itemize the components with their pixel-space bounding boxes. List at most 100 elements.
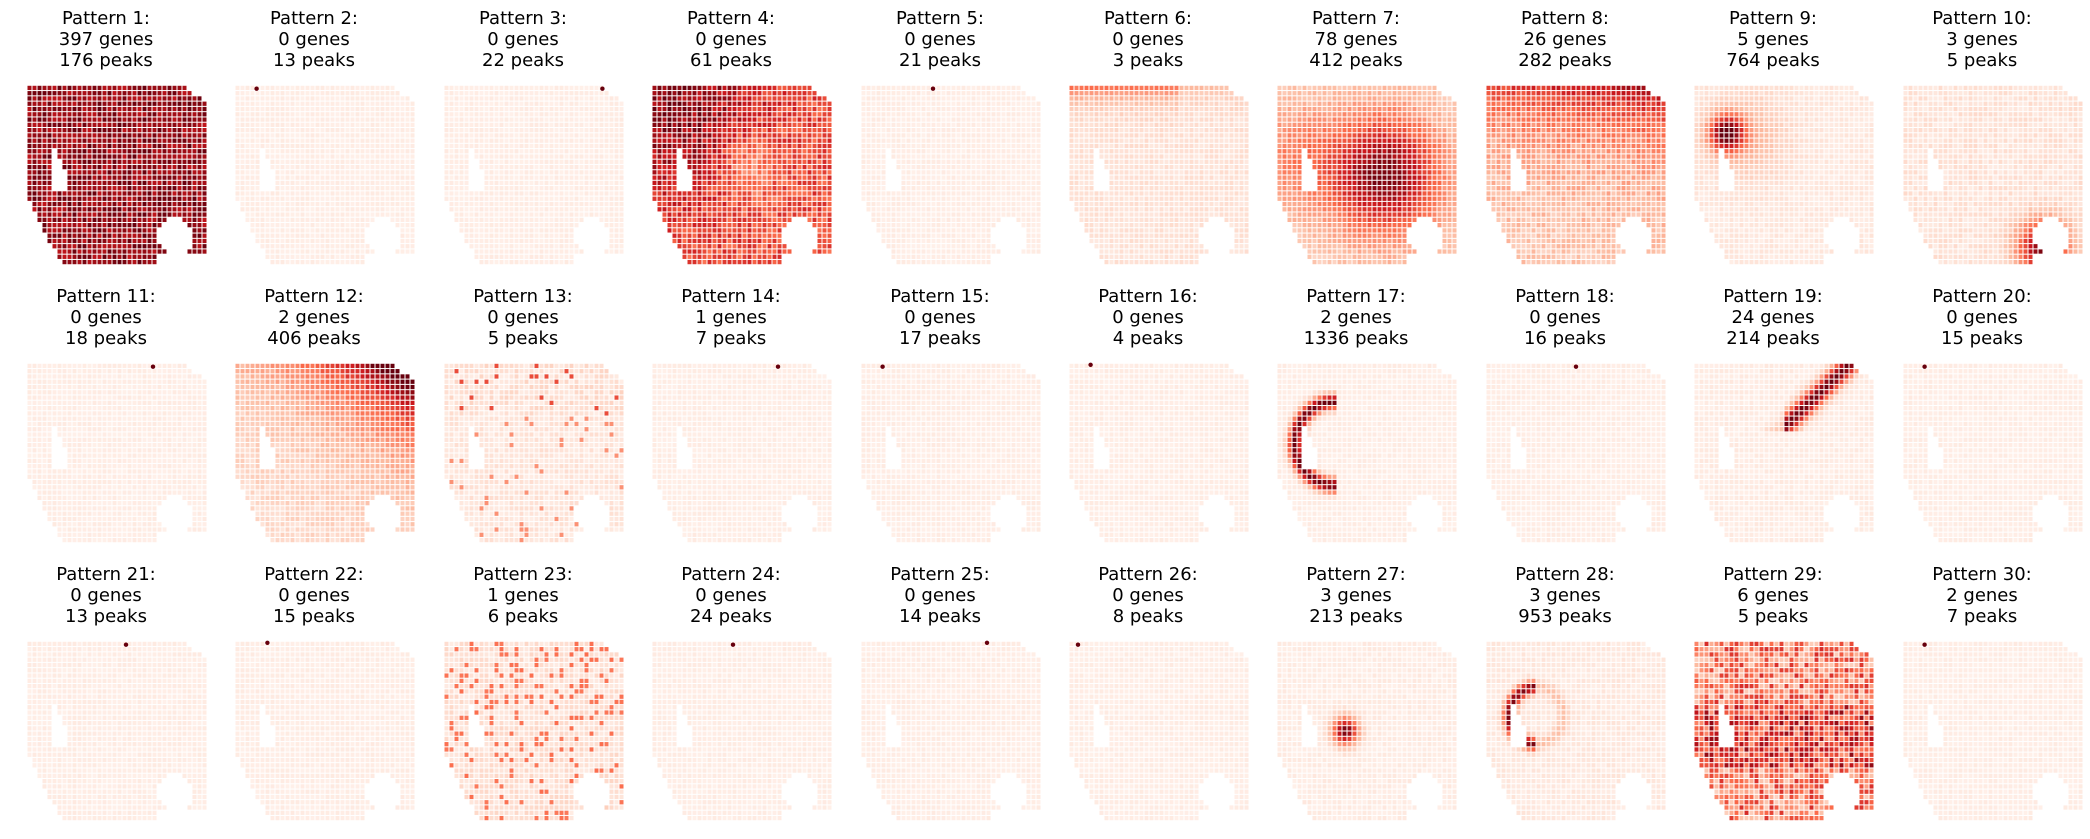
heatmap-cell xyxy=(697,217,702,222)
heatmap-cell xyxy=(132,85,137,91)
heatmap-cell xyxy=(275,217,280,222)
heatmap-cell xyxy=(449,154,454,159)
heatmap-cell xyxy=(504,212,509,217)
heatmap-cell xyxy=(1021,133,1026,138)
heatmap-cell xyxy=(235,91,240,96)
heatmap-cell xyxy=(559,96,564,101)
heatmap-cell xyxy=(757,254,762,259)
heatmap-cell xyxy=(762,122,767,127)
heatmap-cell xyxy=(62,164,67,170)
heatmap-cell xyxy=(330,191,335,196)
heatmap-cell xyxy=(594,196,599,201)
heatmap-cell xyxy=(707,223,712,228)
heatmap-cell xyxy=(330,238,335,244)
heatmap-cell xyxy=(921,164,926,170)
heatmap-cell xyxy=(667,128,672,133)
heatmap-cell xyxy=(951,91,956,96)
heatmap-cell xyxy=(137,138,142,143)
heatmap-cell xyxy=(255,154,260,159)
heatmap-cell xyxy=(265,122,270,127)
heatmap-cell xyxy=(619,196,624,201)
heatmap-cell xyxy=(47,196,52,201)
heatmap-cell xyxy=(250,159,255,164)
heatmap-cell xyxy=(192,133,197,138)
heatmap-cell xyxy=(692,186,697,191)
heatmap-cell xyxy=(127,238,132,244)
heatmap-cell xyxy=(187,170,192,175)
heatmap-cell xyxy=(479,254,484,259)
heatmap-cell xyxy=(157,217,162,222)
heatmap-cell xyxy=(320,170,325,175)
heatmap-cell xyxy=(57,154,62,159)
heatmap-cell xyxy=(112,106,117,112)
heatmap-cell xyxy=(712,201,717,207)
heatmap-cell xyxy=(752,207,757,212)
heatmap-cell xyxy=(812,196,817,201)
heatmap-cell xyxy=(479,249,484,254)
heatmap-cell xyxy=(255,128,260,133)
heatmap-cell xyxy=(255,223,260,228)
heatmap-cell xyxy=(682,154,687,159)
heatmap-cell xyxy=(569,212,574,217)
heatmap-cell xyxy=(534,233,539,238)
heatmap-cell xyxy=(554,201,559,207)
heatmap-cell xyxy=(192,175,197,180)
heatmap-cell xyxy=(976,85,981,91)
heatmap-cell xyxy=(822,249,827,254)
heatmap-cell xyxy=(202,175,207,180)
pattern-panel: Pattern 1: 397 genes 176 peaks xyxy=(11,2,207,278)
heatmap-cell xyxy=(504,244,509,249)
heatmap-cell xyxy=(177,149,182,154)
heatmap-cell xyxy=(827,154,832,159)
heatmap-cell xyxy=(469,91,474,96)
heatmap-cell xyxy=(951,112,956,117)
heatmap-cell xyxy=(767,175,772,180)
heatmap-cell xyxy=(375,180,380,186)
heatmap-cell xyxy=(986,149,991,154)
heatmap-cell xyxy=(260,138,265,143)
heatmap-cell xyxy=(687,128,692,133)
heatmap-cell xyxy=(112,201,117,207)
heatmap-cell xyxy=(77,159,82,164)
heatmap-cell xyxy=(350,196,355,201)
heatmap-cell xyxy=(315,170,320,175)
heatmap-cell xyxy=(767,254,772,259)
heatmap-cell xyxy=(594,180,599,186)
heatmap-cell xyxy=(47,217,52,222)
heatmap-cell xyxy=(697,164,702,170)
heatmap-cell xyxy=(822,244,827,249)
heatmap-cell xyxy=(245,212,250,217)
heatmap-cell xyxy=(350,254,355,259)
heatmap-cell xyxy=(147,254,152,259)
heatmap-cell xyxy=(494,212,499,217)
heatmap-cell xyxy=(192,149,197,154)
heatmap-cell xyxy=(142,154,147,159)
heatmap-cell xyxy=(345,207,350,212)
heatmap-cell xyxy=(817,175,822,180)
heatmap-cell xyxy=(395,191,400,196)
heatmap-cell xyxy=(966,91,971,96)
heatmap-cell xyxy=(662,117,667,122)
heatmap-cell xyxy=(255,122,260,127)
heatmap-cell xyxy=(589,112,594,117)
heatmap-cell xyxy=(270,96,275,101)
heatmap-cell xyxy=(300,233,305,238)
heatmap-cell xyxy=(657,101,662,106)
heatmap-cell xyxy=(320,149,325,154)
heatmap-cell xyxy=(285,133,290,138)
heatmap-cell xyxy=(335,164,340,170)
heatmap-cell xyxy=(707,175,712,180)
heatmap-cell xyxy=(717,106,722,112)
heatmap-cell xyxy=(375,128,380,133)
heatmap-cell xyxy=(370,207,375,212)
heatmap-cell xyxy=(802,133,807,138)
heatmap-cell xyxy=(797,196,802,201)
heatmap-cell xyxy=(335,201,340,207)
heatmap-cell xyxy=(162,175,167,180)
heatmap-cell xyxy=(717,122,722,127)
heatmap-cell xyxy=(986,170,991,175)
heatmap-cell xyxy=(812,191,817,196)
heatmap-cell xyxy=(260,217,265,222)
heatmap-cell xyxy=(385,101,390,106)
heatmap-cell xyxy=(672,128,677,133)
